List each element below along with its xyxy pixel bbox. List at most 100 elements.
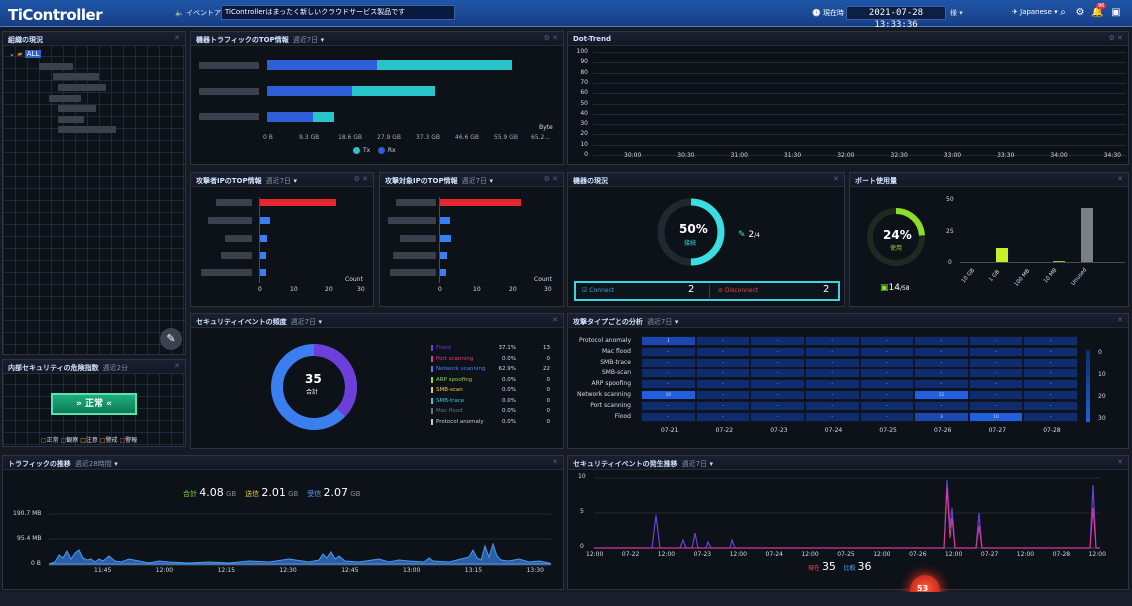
- heatmap-cell[interactable]: 10: [968, 411, 1024, 422]
- heatmap-cell[interactable]: -: [1023, 379, 1078, 390]
- heatmap-cell[interactable]: -: [804, 411, 860, 422]
- close-icon[interactable]: ✕: [174, 34, 180, 42]
- heatmap-cell[interactable]: -: [750, 390, 805, 400]
- close-icon[interactable]: ⚙ ✕: [543, 34, 558, 42]
- heatmap-cell[interactable]: -: [641, 379, 696, 390]
- close-icon[interactable]: ✕: [552, 458, 558, 466]
- rx-bar[interactable]: [352, 86, 435, 96]
- heatmap-cell[interactable]: -: [1023, 400, 1078, 411]
- heatmap-cell[interactable]: -: [804, 346, 860, 357]
- heatmap-cell[interactable]: -: [914, 379, 969, 390]
- heatmap-cell[interactable]: -: [750, 400, 805, 411]
- heatmap-cell[interactable]: -: [804, 368, 860, 379]
- announcement-ticker[interactable]: TiControllerはまったく新しいクラウドサービス製品です: [221, 5, 455, 20]
- close-icon[interactable]: ✕: [1117, 458, 1123, 466]
- heatmap-cell[interactable]: -: [914, 336, 969, 346]
- heatmap-cell[interactable]: -: [641, 346, 696, 357]
- layout-icon[interactable]: ▣: [1111, 7, 1121, 18]
- attacker-bar[interactable]: [260, 269, 266, 276]
- heatmap-cell[interactable]: -: [1023, 336, 1078, 346]
- heatmap-cell[interactable]: -: [968, 390, 1024, 400]
- close-icon[interactable]: ✕: [1117, 316, 1123, 324]
- close-icon[interactable]: ⚙ ✕: [353, 175, 368, 183]
- rx-bar[interactable]: [313, 112, 334, 122]
- heatmap-cell[interactable]: -: [1023, 357, 1078, 368]
- heatmap-cell[interactable]: -: [914, 346, 969, 357]
- heatmap-cell[interactable]: -: [641, 411, 696, 422]
- heatmap-cell[interactable]: -: [641, 368, 696, 379]
- attacker-bar[interactable]: [260, 217, 270, 224]
- port-bar-1gb[interactable]: [996, 248, 1008, 262]
- bell-icon[interactable]: 🔔: [1091, 7, 1104, 18]
- target-bar[interactable]: [440, 217, 450, 224]
- heatmap-cell[interactable]: -: [1023, 368, 1078, 379]
- port-bar-10mb[interactable]: [1053, 261, 1065, 262]
- connection-summary[interactable]: ☑ Connect 2 ⊘ Disconnect 2: [574, 281, 840, 301]
- target-bar[interactable]: [440, 252, 447, 259]
- port-bar-unused[interactable]: [1081, 208, 1093, 262]
- heatmap-cell[interactable]: -: [859, 390, 915, 400]
- user-menu[interactable]: 様 ▾: [950, 9, 963, 17]
- target-bar[interactable]: [440, 235, 451, 242]
- heatmap-cell[interactable]: -: [695, 346, 751, 357]
- heatmap-cell[interactable]: -: [968, 379, 1024, 390]
- magic-wand-icon[interactable]: ✎: [160, 328, 182, 350]
- close-icon[interactable]: ✕: [552, 316, 558, 324]
- attacker-bar[interactable]: [260, 235, 267, 242]
- tx-bar[interactable]: [267, 60, 377, 70]
- heatmap-cell[interactable]: -: [804, 379, 860, 390]
- heatmap-cell[interactable]: -: [750, 346, 805, 357]
- heatmap-cell[interactable]: -: [750, 368, 805, 379]
- heatmap-cell[interactable]: -: [695, 357, 751, 368]
- close-icon[interactable]: ✕: [833, 175, 839, 183]
- heatmap-cell[interactable]: 3: [914, 411, 969, 422]
- target-bar[interactable]: [440, 199, 521, 206]
- heatmap-cell[interactable]: -: [859, 379, 915, 390]
- close-icon[interactable]: ✕: [1117, 175, 1123, 183]
- heatmap-cell[interactable]: -: [859, 357, 915, 368]
- heatmap-cell[interactable]: -: [750, 379, 805, 390]
- close-icon[interactable]: ⚙ ✕: [543, 175, 558, 183]
- heatmap-cell[interactable]: -: [968, 357, 1024, 368]
- heatmap-cell[interactable]: -: [859, 336, 915, 346]
- heatmap-cell[interactable]: -: [914, 368, 969, 379]
- attacker-bar[interactable]: [260, 252, 266, 259]
- heatmap-cell[interactable]: -: [695, 400, 751, 411]
- heatmap-cell[interactable]: -: [695, 368, 751, 379]
- heatmap-cell[interactable]: -: [804, 400, 860, 411]
- heatmap-cell[interactable]: -: [968, 336, 1024, 346]
- close-icon[interactable]: ⚙ ✕: [1108, 34, 1123, 42]
- heatmap-cell[interactable]: -: [641, 357, 696, 368]
- gear-icon[interactable]: ⚙: [1075, 7, 1085, 18]
- heatmap-cell[interactable]: -: [968, 368, 1024, 379]
- tx-bar[interactable]: [267, 86, 352, 96]
- heatmap-cell[interactable]: -: [1023, 390, 1078, 400]
- heatmap-cell[interactable]: -: [695, 336, 751, 346]
- heatmap-cell[interactable]: -: [859, 400, 915, 411]
- language-select[interactable]: ✈ Japanese ▾: [1012, 8, 1058, 16]
- heatmap-cell[interactable]: -: [750, 411, 805, 422]
- tree-root[interactable]: ⌄ ▰ ALL: [9, 50, 42, 58]
- heatmap-cell[interactable]: -: [750, 336, 805, 346]
- heatmap-cell[interactable]: -: [695, 379, 751, 390]
- heatmap-cell[interactable]: -: [695, 390, 751, 400]
- target-bar[interactable]: [440, 269, 446, 276]
- attacker-bar[interactable]: [260, 199, 336, 206]
- heatmap-cell[interactable]: -: [641, 400, 696, 411]
- rx-bar[interactable]: [377, 60, 512, 70]
- heatmap-cell[interactable]: -: [914, 357, 969, 368]
- tx-bar[interactable]: [267, 112, 313, 122]
- heatmap-cell[interactable]: -: [914, 400, 969, 411]
- heatmap-cell[interactable]: 12: [914, 390, 969, 400]
- search-icon[interactable]: ⌕: [1060, 7, 1066, 18]
- heatmap-cell[interactable]: -: [750, 357, 805, 368]
- heatmap-cell[interactable]: -: [695, 411, 751, 422]
- heatmap-cell[interactable]: -: [804, 390, 860, 400]
- heatmap-cell[interactable]: -: [1023, 411, 1078, 422]
- heatmap-cell[interactable]: -: [968, 400, 1024, 411]
- heatmap-cell[interactable]: -: [859, 346, 915, 357]
- heatmap-cell[interactable]: -: [804, 336, 860, 346]
- heatmap-cell[interactable]: -: [859, 411, 915, 422]
- heatmap-cell[interactable]: 10: [641, 390, 696, 400]
- heatmap-cell[interactable]: -: [1023, 346, 1078, 357]
